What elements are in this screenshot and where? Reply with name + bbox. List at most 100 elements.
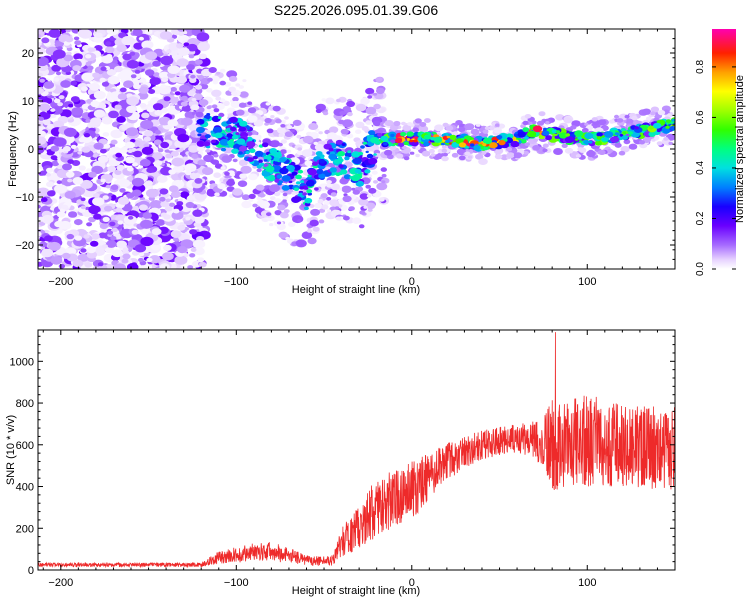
heatmap-cell [406,131,415,137]
heatmap-cell [121,126,127,130]
heatmap-cell [302,135,314,144]
heatmap-cell [100,148,107,154]
heatmap-cell [313,141,319,146]
heatmap-cell [321,204,329,210]
heatmap-cell [271,140,280,147]
heatmap-cell [297,147,303,151]
heatmap-cell [326,183,333,188]
heatmap-cell [256,168,262,173]
heatmap-cell [307,237,317,245]
heatmap-cell [46,181,55,188]
heatmap-cell [290,129,295,133]
heatmap-cell [446,135,450,139]
heatmap-cell [200,83,209,90]
heatmap-cell [178,31,185,36]
heatmap-cell [300,180,305,184]
heatmap-cell [451,152,459,158]
heatmap-cell [72,177,84,185]
heatmap-cell [38,187,50,197]
heatmap-cell [226,179,236,187]
heatmap-cell [65,51,72,56]
snr-y-axis-label: SNR (10 * v/v) [5,415,17,485]
heatmap-cell [372,92,378,96]
heatmap-cell [380,167,387,172]
heatmap-cell [86,168,92,172]
heatmap-cell [107,75,120,85]
heatmap-cell [299,186,305,190]
heatmap-cell [245,151,250,155]
heatmap-cell [569,131,573,135]
heatmap-cell [48,241,61,251]
heatmap-x-axis-label: Height of straight line (km) [292,284,420,296]
heatmap-cell [235,83,241,87]
heatmap-cell [105,184,111,189]
heatmap-cell [317,199,324,204]
heatmap-cell [520,138,527,144]
heatmap-cell [163,96,171,102]
heatmap-cell [314,143,325,151]
heatmap-cell [197,159,206,166]
heatmap-cell [80,197,86,202]
heatmap-cell [307,168,317,176]
heatmap-cell [58,75,65,80]
colorbar-tick-label: 0.8 [695,60,706,74]
heatmap-cell [161,77,169,83]
heatmap-cell [167,65,180,74]
heatmap-cell [522,120,529,126]
heatmap-cell [85,118,91,123]
heatmap-cells [38,29,675,269]
heatmap-cell [594,140,602,146]
heatmap-cell [68,211,78,218]
heatmap-cell [306,229,313,233]
heatmap-cell [231,148,239,154]
heatmap-cell [346,133,354,139]
heatmap-cell [89,83,100,91]
heatmap-cell [536,120,545,126]
heatmap-cell [127,149,133,153]
heatmap-cell [90,240,99,247]
heatmap-cell [273,191,281,197]
heatmap-cell [140,219,153,229]
heatmap-cell [270,115,275,119]
heatmap-cell [270,196,276,201]
heatmap-cell [56,180,62,185]
heatmap-cell [618,150,626,156]
heatmap-cell [376,182,388,191]
heatmap-cell [533,138,539,142]
snr-panel: −200 −100 0 100 0 200 400 600 800 1000 Height of… [5,329,676,597]
heatmap-cell [140,119,154,130]
heatmap-cell [216,71,221,75]
heatmap-cell [296,134,302,139]
heatmap-cell [116,240,127,249]
heatmap-cell [177,246,188,254]
heatmap-cell [66,233,75,240]
heatmap-cell [168,185,179,193]
colorbar-tick-label: 0.4 [695,161,706,175]
heatmap-cell [269,184,280,193]
heatmap-cell [264,117,272,124]
heatmap-cell [351,174,360,182]
heatmap-cell [616,118,624,123]
heatmap-cell [211,89,222,98]
heatmap-cell [469,137,474,141]
heatmap-cell [149,77,161,86]
heatmap-cell [115,152,123,158]
heatmap-cell [85,54,92,59]
heatmap-cell [322,111,329,116]
heatmap-cell [130,138,136,143]
heatmap-cell [373,153,377,156]
heatmap-cell [160,200,170,208]
heatmap-cell [53,77,60,82]
heatmap-cell [133,83,141,90]
heatmap-cell [218,112,225,118]
heatmap-cell [125,127,139,137]
heatmap-cell [140,236,154,247]
heatmap-x-ticks: −200 −100 0 100 [42,29,676,288]
heatmap-cell [355,129,362,134]
heatmap-cell [305,180,315,187]
heatmap-cell [344,156,350,161]
heatmap-cell [278,231,289,239]
heatmap-cell [64,190,76,199]
heatmap-cell [119,188,126,193]
heatmap-cell [153,139,162,145]
